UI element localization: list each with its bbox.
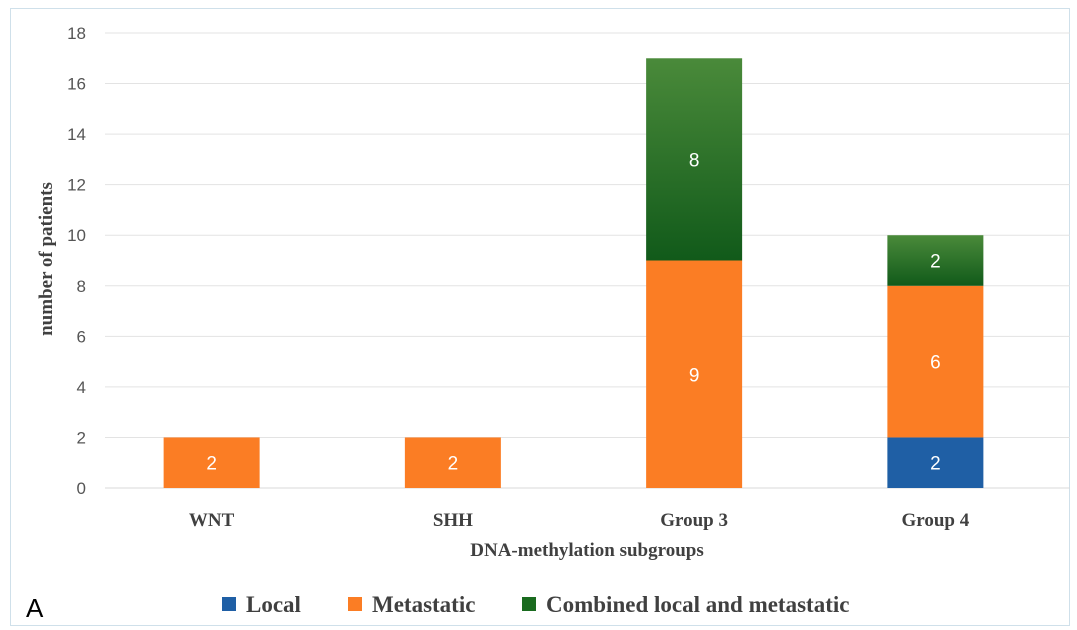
legend-label: Combined local and metastatic	[546, 592, 849, 617]
y-tick-label: 16	[67, 75, 86, 94]
y-tick-label: 10	[67, 226, 86, 245]
y-tick-label: 8	[77, 277, 86, 296]
bar-segment	[887, 437, 984, 488]
y-tick-label: 12	[67, 176, 86, 195]
bar-segment	[646, 58, 743, 261]
x-category-label: Group 4	[901, 510, 969, 531]
legend-swatch	[222, 597, 236, 611]
data-label: 2	[448, 454, 459, 475]
bar-segment	[404, 437, 501, 488]
x-category-label: WNT	[189, 510, 235, 531]
y-tick-labels: 0 2 4 6 8 10 12 14 16 18	[67, 24, 86, 498]
y-tick-label: 14	[67, 125, 86, 144]
y-tick-label: 18	[67, 24, 86, 43]
legend-label: Metastatic	[372, 592, 475, 617]
bar-segment	[887, 285, 984, 438]
bars: 2 2 9 8 2 6 2	[163, 58, 984, 488]
legend: Local Metastatic Combined local and metast…	[222, 592, 849, 617]
x-category-label: SHH	[433, 510, 473, 531]
data-label: 2	[930, 252, 941, 273]
data-label: 2	[930, 454, 941, 475]
legend-swatch	[348, 597, 362, 611]
legend-label: Local	[246, 592, 301, 617]
x-category-labels: WNT SHH Group 3 Group 4	[189, 510, 970, 531]
y-tick-label: 2	[77, 428, 86, 447]
y-axis-title: number of patients	[36, 182, 57, 336]
data-label: 2	[206, 454, 217, 475]
legend-swatch	[522, 597, 536, 611]
x-axis-title: DNA-methylation subgroups	[470, 540, 704, 561]
bar-segment	[163, 437, 260, 488]
y-tick-label: 4	[77, 378, 86, 397]
x-category-label: Group 3	[660, 510, 728, 531]
data-label: 8	[689, 150, 700, 171]
bar-segment	[887, 235, 984, 286]
data-label: 9	[689, 365, 700, 386]
y-tick-label: 0	[77, 479, 86, 498]
data-label: 6	[930, 353, 941, 374]
y-tick-label: 6	[77, 327, 86, 346]
panel-label: A	[26, 593, 44, 623]
bar-segment	[646, 260, 743, 488]
